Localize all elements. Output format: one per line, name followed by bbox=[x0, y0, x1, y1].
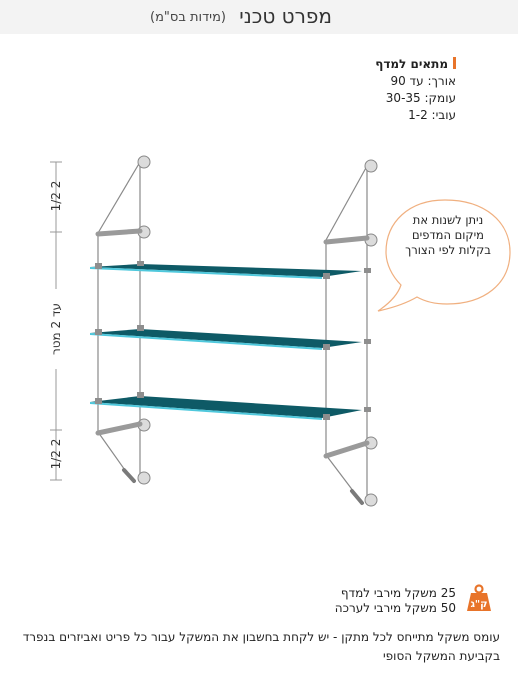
wall-anchors bbox=[137, 155, 378, 507]
glass-shelf-2 bbox=[90, 329, 362, 350]
kg-weight-icon: ק"ג bbox=[467, 584, 491, 611]
spec-depth-label: עומק: bbox=[424, 91, 457, 105]
shelf-system-diagram bbox=[50, 155, 511, 507]
speech-bubble bbox=[377, 199, 511, 312]
dim-label-bottom: 2 1/2 bbox=[49, 438, 63, 470]
weight-per-shelf: 25 משקל מירבי למדף bbox=[340, 586, 456, 600]
page-subtitle: (מידות בס"מ) bbox=[150, 10, 226, 25]
glass-shelf-3 bbox=[90, 396, 362, 420]
dim-label-top: 2 1/2 bbox=[49, 180, 63, 212]
page-title: מפרט טכני bbox=[239, 4, 332, 28]
spec-thickness-label: עובי: bbox=[431, 108, 456, 122]
spec-thickness-value: 1-2 bbox=[408, 108, 428, 122]
spec-depth-value: 30-35 bbox=[385, 91, 421, 105]
specs-block: מתאים למדף אורך: עד 90 עומק: 30-35 עובי:… bbox=[375, 56, 456, 124]
bubble-text: ניתן לשנות את מיקום המדפים בקלות לפי הצו… bbox=[405, 213, 491, 257]
spec-length: אורך: עד 90 bbox=[375, 73, 456, 90]
weights-block: 25 משקל מירבי למדף 50 משקל מירבי לערכה bbox=[335, 586, 456, 616]
specs-heading: מתאים למדף bbox=[375, 57, 448, 71]
weight-per-kit: 50 משקל מירבי לערכה bbox=[334, 601, 456, 615]
accent-mark bbox=[453, 57, 456, 69]
support-rods bbox=[95, 228, 370, 459]
glass-shelf-1 bbox=[90, 264, 362, 279]
spec-length-value: עד 90 bbox=[390, 74, 424, 88]
spec-depth: עומק: 30-35 bbox=[375, 90, 456, 107]
header-bar: מפרט טכני (מידות בס"מ) bbox=[0, 0, 518, 34]
dim-label-middle: עד 2 מטר bbox=[49, 289, 63, 369]
diagonal-rods bbox=[122, 468, 364, 505]
spec-length-label: אורך: bbox=[427, 74, 456, 88]
spec-thickness: עובי: 1-2 bbox=[375, 107, 456, 124]
weight-note: עומס משקל מתייחס לכל מתקן - יש לקחת בחשב… bbox=[22, 630, 500, 663]
svg-text:ק"ג: ק"ג bbox=[470, 599, 487, 610]
shelf-clamps bbox=[95, 261, 371, 420]
specs-heading-row: מתאים למדף bbox=[375, 56, 456, 73]
